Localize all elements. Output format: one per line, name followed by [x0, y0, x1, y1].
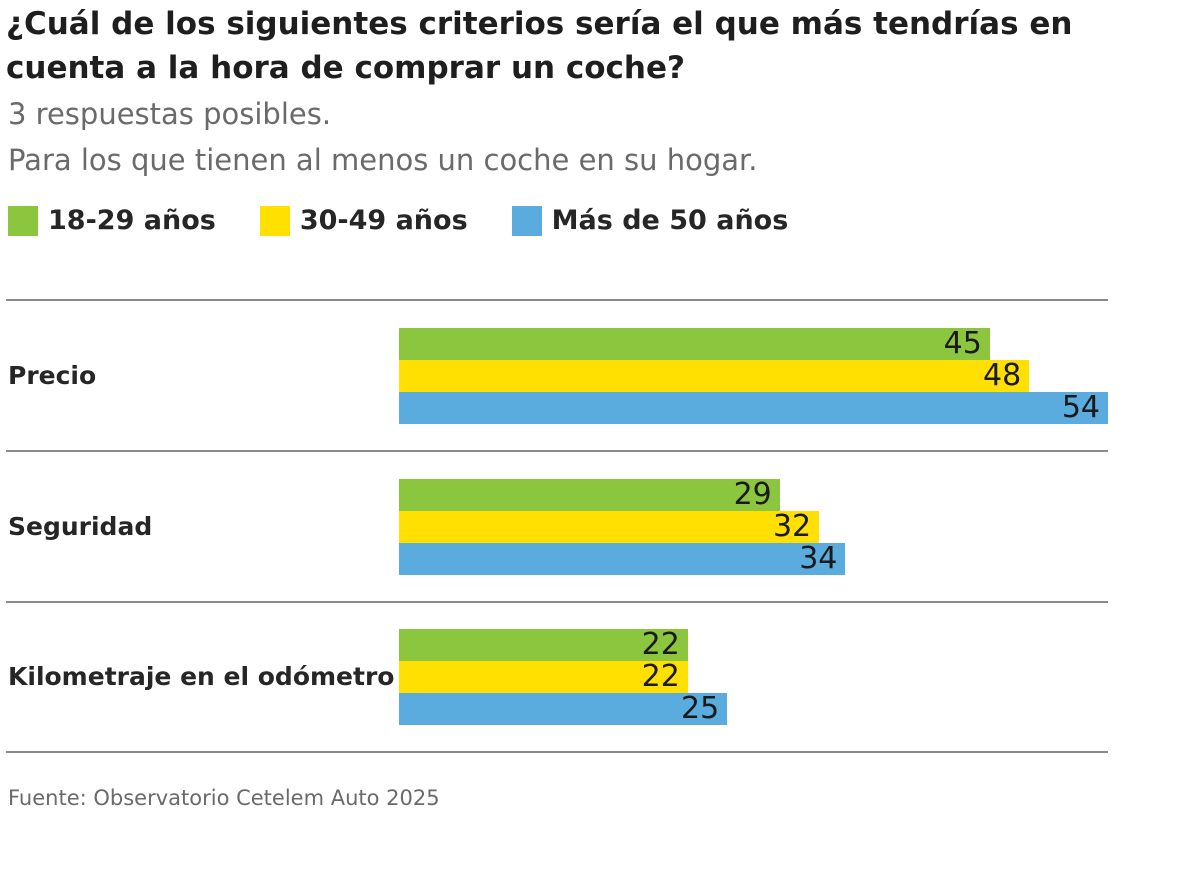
divider-line [6, 601, 1108, 603]
legend-swatch-18-29 [8, 205, 38, 236]
bar-kilometraje-en-el-odometro-series-2: 25 [399, 691, 728, 726]
legend: 18-29 años 30-49 años Más de 50 años [8, 205, 832, 236]
bar-value-label: 25 [681, 691, 720, 726]
chart-subtitle-population: Para los que tienen al menos un coche en… [8, 143, 758, 177]
category-label-seguridad: Seguridad [8, 512, 153, 541]
bar-precio-series-0: 45 [399, 328, 990, 360]
bar-kilometraje-en-el-odometro-series-1: 22 [399, 661, 688, 693]
bar-precio-series-1: 48 [399, 358, 1030, 393]
bar-value-label: 22 [641, 627, 680, 662]
legend-swatch-50-plus [511, 205, 542, 236]
divider-line [6, 299, 1108, 301]
bar-value-label: 32 [772, 509, 812, 544]
bar-value-label: 54 [1061, 390, 1100, 425]
chart-title: ¿Cuál de los siguientes criterios sería … [6, 6, 1073, 86]
bar-seguridad-series-2: 34 [399, 541, 846, 576]
category-label-kilometraje-en-el-odometro: Kilometraje en el odómetro [8, 662, 395, 691]
bar-value-label: 34 [799, 541, 838, 576]
bar-seguridad-series-1: 32 [399, 509, 820, 544]
legend-label-30-49: 30-49 años [299, 205, 468, 236]
legend-item-50-plus: Más de 50 años [511, 205, 789, 236]
legend-swatch-30-49 [259, 205, 290, 236]
source-note: Fuente: Observatorio Cetelem Auto 2025 [8, 786, 440, 810]
legend-item-18-29: 18-29 años [8, 205, 216, 236]
category-label-precio: Precio [8, 361, 97, 390]
bar-value-label: 45 [943, 326, 982, 361]
divider-line [6, 751, 1108, 753]
legend-item-30-49: 30-49 años [259, 205, 468, 236]
legend-label-18-29: 18-29 años [48, 205, 216, 236]
chart-subtitle-responses: 3 respuestas posibles. [8, 97, 332, 131]
bar-value-label: 29 [733, 477, 772, 512]
bar-kilometraje-en-el-odometro-series-0: 22 [399, 629, 688, 661]
bar-value-label: 22 [641, 659, 680, 694]
legend-label-50-plus: Más de 50 años [551, 205, 789, 236]
bar-precio-series-2: 54 [399, 392, 1108, 424]
bar-value-label: 48 [983, 358, 1022, 393]
divider-line [6, 450, 1108, 452]
bar-seguridad-series-0: 29 [399, 479, 780, 511]
